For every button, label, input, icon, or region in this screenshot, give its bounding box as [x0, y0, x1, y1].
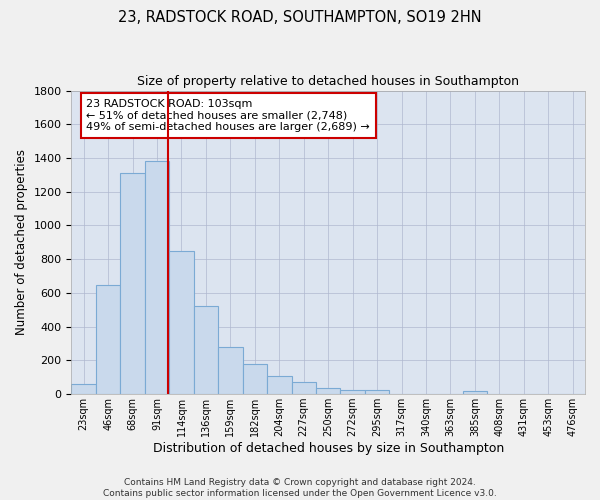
Text: 23, RADSTOCK ROAD, SOUTHAMPTON, SO19 2HN: 23, RADSTOCK ROAD, SOUTHAMPTON, SO19 2HN: [118, 10, 482, 25]
Bar: [316, 388, 340, 394]
Bar: [365, 390, 389, 394]
Bar: [292, 382, 316, 394]
Bar: [96, 285, 121, 394]
Bar: [194, 306, 218, 394]
Bar: [463, 391, 487, 394]
Text: Contains HM Land Registry data © Crown copyright and database right 2024.
Contai: Contains HM Land Registry data © Crown c…: [103, 478, 497, 498]
Title: Size of property relative to detached houses in Southampton: Size of property relative to detached ho…: [137, 75, 519, 88]
X-axis label: Distribution of detached houses by size in Southampton: Distribution of detached houses by size …: [152, 442, 504, 455]
Bar: [121, 173, 145, 394]
Bar: [169, 251, 194, 394]
Bar: [267, 376, 292, 394]
Bar: [340, 390, 365, 394]
Bar: [242, 364, 267, 394]
Bar: [218, 347, 242, 394]
Bar: [145, 162, 169, 394]
Bar: [71, 384, 96, 394]
Text: 23 RADSTOCK ROAD: 103sqm
← 51% of detached houses are smaller (2,748)
49% of sem: 23 RADSTOCK ROAD: 103sqm ← 51% of detach…: [86, 99, 370, 132]
Y-axis label: Number of detached properties: Number of detached properties: [15, 150, 28, 336]
